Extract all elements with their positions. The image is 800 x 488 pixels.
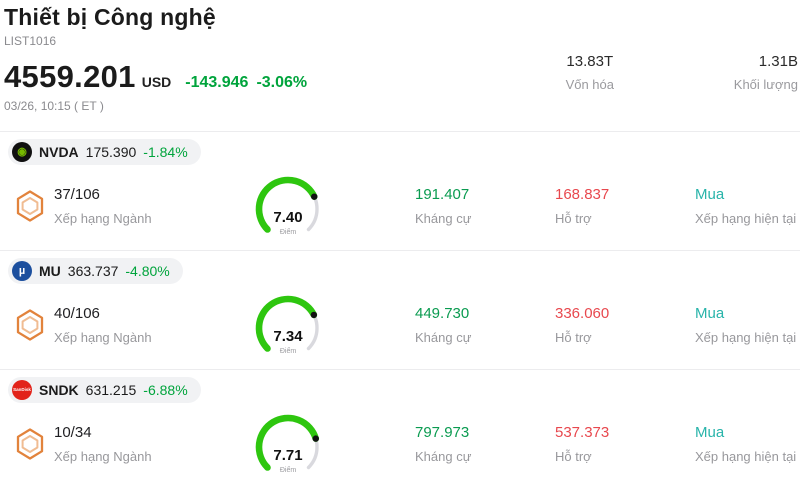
quote-datetime: 03/26, 10:15 ( ET ) <box>4 99 104 113</box>
rank-badge-icon <box>16 309 44 341</box>
stock-price: 363.737 <box>67 263 119 279</box>
stock-row[interactable]: 37/106 Xếp hạng Ngành 7.40 Điểm 191.407 … <box>0 171 800 241</box>
svg-text:7.34: 7.34 <box>273 328 303 345</box>
resistance-cell: 449.730 Kháng cự <box>415 305 555 345</box>
support-value: 168.837 <box>555 186 610 203</box>
stat-market-cap: 13.83T Vốn hóa <box>566 53 614 92</box>
stock-row[interactable]: 10/34 Xếp hạng Ngành 7.71 Điểm 797.973 K… <box>0 409 800 479</box>
stock-section-mu: µ MU 363.737 -4.80% 40/106 Xếp hạng Ngàn… <box>0 250 800 369</box>
stock-section-nvda: ◉ NVDA 175.390 -1.84% 37/106 Xếp hạng Ng… <box>0 131 800 250</box>
rank-badge-icon <box>16 190 44 222</box>
support-label: Hỗ trợ <box>555 330 592 345</box>
industry-rank-value: 37/106 <box>54 186 100 203</box>
index-quote: 4559.201 USD -143.946 -3.06% <box>4 59 800 95</box>
rank-badge-icon <box>16 428 44 460</box>
industry-rank-label: Xếp hạng Ngành <box>54 449 152 464</box>
resistance-cell: 191.407 Kháng cự <box>415 186 555 226</box>
resistance-value: 449.730 <box>415 305 470 322</box>
current-rating-label: Xếp hạng hiện tại <box>695 211 797 226</box>
stat-volume: 1.31B Khối lượng <box>734 53 800 92</box>
svg-text:Điểm: Điểm <box>280 228 297 236</box>
stock-pill-sndk[interactable]: SanDisk SNDK 631.215 -6.88% <box>8 377 201 403</box>
support-cell: 168.837 Hỗ trợ <box>555 186 695 226</box>
stock-symbol: MU <box>39 263 61 279</box>
current-rating-value: Mua <box>695 305 725 322</box>
svg-text:7.40: 7.40 <box>273 209 302 226</box>
index-change-pct: -3.06% <box>256 74 308 91</box>
nvda-logo-icon: ◉ <box>12 142 32 162</box>
current-rating-value: Mua <box>695 186 725 203</box>
support-cell: 537.373 Hỗ trợ <box>555 424 695 464</box>
current-rating-label: Xếp hạng hiện tại <box>695 449 797 464</box>
stock-price: 175.390 <box>85 144 137 160</box>
mu-logo-icon: µ <box>12 261 32 281</box>
support-label: Hỗ trợ <box>555 211 592 226</box>
score-gauge: 7.34 Điểm <box>255 295 319 355</box>
svg-text:7.71: 7.71 <box>273 447 302 464</box>
support-value: 537.373 <box>555 424 610 441</box>
resistance-value: 797.973 <box>415 424 470 441</box>
industry-rank-cell: 10/34 Xếp hạng Ngành <box>54 424 212 464</box>
index-change: -143.946 <box>185 74 249 91</box>
stock-price: 631.215 <box>85 382 137 398</box>
stock-change-pct: -1.84% <box>143 144 188 160</box>
index-price: 4559.201 <box>4 59 136 94</box>
rating-cell: Mua Xếp hạng hiện tại <box>695 305 800 345</box>
list-id: LIST1016 <box>4 34 57 48</box>
current-rating-label: Xếp hạng hiện tại <box>695 330 797 345</box>
resistance-label: Kháng cự <box>415 449 472 464</box>
resistance-label: Kháng cự <box>415 211 472 226</box>
market-cap-label: Vốn hóa <box>565 77 614 92</box>
score-gauge: 7.71 Điểm <box>255 414 320 474</box>
stock-symbol: NVDA <box>39 144 79 160</box>
svg-text:Điểm: Điểm <box>280 347 297 355</box>
industry-rank-label: Xếp hạng Ngành <box>54 211 152 226</box>
industry-rank-label: Xếp hạng Ngành <box>54 330 152 345</box>
volume-value: 1.31B <box>758 53 798 70</box>
stock-symbol: SNDK <box>39 382 79 398</box>
industry-rank-value: 40/106 <box>54 305 100 322</box>
header: Thiết bị Công nghệ LIST1016 4559.201 USD… <box>0 0 800 131</box>
rating-cell: Mua Xếp hạng hiện tại <box>695 424 800 464</box>
svg-text:Điểm: Điểm <box>280 466 297 474</box>
industry-rank-cell: 37/106 Xếp hạng Ngành <box>54 186 212 226</box>
currency-label: USD <box>141 74 172 90</box>
stock-pill-nvda[interactable]: ◉ NVDA 175.390 -1.84% <box>8 139 201 165</box>
sndk-logo-icon: SanDisk <box>12 380 32 400</box>
support-value: 336.060 <box>555 305 610 322</box>
page-title: Thiết bị Công nghệ <box>4 4 216 30</box>
industry-rank-cell: 40/106 Xếp hạng Ngành <box>54 305 212 345</box>
stock-pill-mu[interactable]: µ MU 363.737 -4.80% <box>8 258 183 284</box>
volume-label: Khối lượng <box>733 77 798 92</box>
support-label: Hỗ trợ <box>555 449 592 464</box>
industry-rank-value: 10/34 <box>54 424 92 441</box>
stock-row[interactable]: 40/106 Xếp hạng Ngành 7.34 Điểm 449.730 … <box>0 290 800 360</box>
resistance-value: 191.407 <box>415 186 470 203</box>
resistance-label: Kháng cự <box>415 330 472 345</box>
stock-change-pct: -4.80% <box>125 263 170 279</box>
support-cell: 336.060 Hỗ trợ <box>555 305 695 345</box>
score-gauge: 7.40 Điểm <box>255 176 319 236</box>
rating-cell: Mua Xếp hạng hiện tại <box>695 186 800 226</box>
stock-change-pct: -6.88% <box>143 382 188 398</box>
resistance-cell: 797.973 Kháng cự <box>415 424 555 464</box>
current-rating-value: Mua <box>695 424 725 441</box>
market-cap-value: 13.83T <box>566 53 614 70</box>
stock-section-sndk: SanDisk SNDK 631.215 -6.88% 10/34 Xếp hạ… <box>0 369 800 488</box>
